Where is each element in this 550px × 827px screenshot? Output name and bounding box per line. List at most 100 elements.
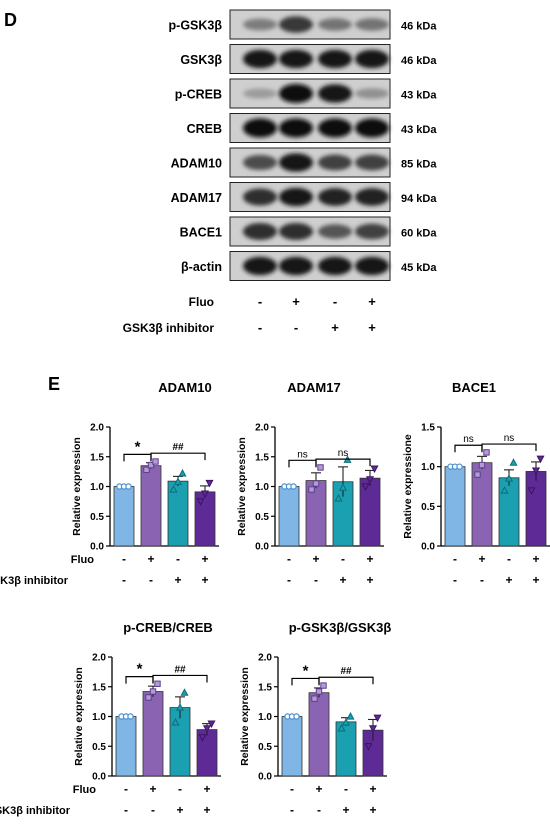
chart-title-4: p-GSK3β/GSK3β <box>289 620 392 635</box>
y-axis-label-1: Relative expression <box>236 437 248 536</box>
sig-label-2-3: ## <box>174 664 186 675</box>
data-point-3-2-2 <box>180 688 189 696</box>
data-point-2-3-2 <box>536 455 545 464</box>
blot-band-6-0 <box>243 222 277 241</box>
sig-label-1-4: * <box>303 662 309 679</box>
data-point-3-1-2 <box>154 680 161 687</box>
sig-label-2-2: ns <box>504 433 515 444</box>
fluo-sign-4-0: - <box>290 782 294 796</box>
inhibitor-sign-1-1: - <box>314 573 318 587</box>
fluo-sign-1-1: + <box>312 552 319 566</box>
y-tick-label-3-4: 2.0 <box>92 653 106 664</box>
data-point-0-3-2 <box>205 479 214 488</box>
fluo-sign-3-2: - <box>178 782 182 796</box>
sig-label-1-2: ns <box>463 434 474 445</box>
data-point-2-1-1 <box>478 461 486 469</box>
band-label-5: ADAM17 <box>171 191 222 205</box>
sig-bracket-2-3 <box>152 674 208 683</box>
fluo-label-0: Fluo <box>71 554 94 566</box>
inhibitor-sign-0-3: + <box>201 573 208 587</box>
y-tick-label-3-2: 1.0 <box>92 712 106 723</box>
data-point-2-1-2 <box>483 449 490 456</box>
y-tick-label-0-4: 2.0 <box>90 423 104 434</box>
data-point-4-1-0 <box>311 695 318 702</box>
chart-title-0: ADAM10 <box>158 380 211 395</box>
y-axis-label-3: Relative expression <box>73 667 85 766</box>
bar-4-0 <box>281 716 303 777</box>
y-tick-label-1-1: 0.5 <box>255 512 269 523</box>
y-axis-label-4: Relative expression <box>239 667 251 766</box>
y-axis-label-2: Relative expressione <box>402 434 414 539</box>
condition-sign-1-1: - <box>294 320 298 335</box>
y-tick-label-1-2: 1.0 <box>255 482 269 493</box>
condition-label-1: GSK3β inhibitor <box>123 321 215 335</box>
blot-band-3-1 <box>279 118 313 138</box>
y-tick-label-0-1: 0.5 <box>90 512 104 523</box>
bar-2-0 <box>444 466 466 547</box>
blot-band-1-0 <box>243 49 277 69</box>
inhibitor-sign-1-0: - <box>287 573 291 587</box>
inhibitor-sign-3-0: - <box>124 803 128 817</box>
sig-bracket-1-2 <box>454 444 483 453</box>
kda-label-4: 85 kDa <box>401 159 437 171</box>
fluo-sign-0-3: + <box>201 552 208 566</box>
sig-label-1-0: * <box>135 438 141 455</box>
data-point-2-2-0 <box>500 486 509 494</box>
data-point-1-1-1 <box>312 480 320 487</box>
chart-1: ADAM17 Relative expression 0.0 0.5 1.0 1.5 2.0… <box>236 380 384 587</box>
panel-label-e: E <box>48 374 60 394</box>
data-point-0-1-2 <box>152 458 159 465</box>
band-label-0: p-GSK3β <box>169 19 223 33</box>
condition-sign-0-2: - <box>333 294 337 309</box>
fluo-sign-4-1: + <box>315 782 322 796</box>
condition-sign-1-2: + <box>331 320 339 335</box>
data-point-0-1-0 <box>143 466 150 474</box>
condition-sign-1-0: - <box>258 320 262 335</box>
fluo-sign-0-0: - <box>122 552 126 566</box>
kda-label-1: 46 kDa <box>401 55 437 67</box>
data-point-1-2-1 <box>338 483 348 491</box>
blot-band-4-0 <box>243 154 277 171</box>
inhibitor-sign-3-3: + <box>203 803 210 817</box>
y-tick-label-4-0: 0.0 <box>258 772 272 783</box>
data-point-0-2-1 <box>173 477 183 485</box>
blot-band-3-3 <box>355 118 389 138</box>
blot-band-6-1 <box>279 222 313 241</box>
data-point-4-2-0 <box>337 723 346 732</box>
data-point-2-3-1 <box>531 467 541 476</box>
sig-bracket-2-1 <box>315 458 371 467</box>
blot-band-7-3 <box>355 256 389 276</box>
data-point-0-1-1 <box>147 461 155 469</box>
data-point-2-0-2 <box>456 463 463 470</box>
blot-band-5-0 <box>243 188 277 206</box>
blot-band-5-3 <box>355 188 389 206</box>
data-point-1-3-0 <box>361 483 370 491</box>
fluo-sign-3-0: - <box>124 782 128 796</box>
sig-bracket-1-4 <box>291 677 320 686</box>
fluo-sign-3-1: + <box>149 782 156 796</box>
data-point-3-3-0 <box>198 734 207 742</box>
blot-band-7-2 <box>318 256 352 276</box>
chart-title-3: p-CREB/CREB <box>123 620 213 635</box>
blot-band-2-3 <box>355 88 389 99</box>
blot-band-0-1 <box>279 16 313 33</box>
y-tick-label-3-0: 0.0 <box>92 772 106 783</box>
data-point-4-0-2 <box>293 713 300 720</box>
y-tick-label-3-3: 1.5 <box>92 682 106 693</box>
blot-band-1-3 <box>355 49 389 69</box>
y-tick-label-4-1: 0.5 <box>258 742 272 753</box>
y-tick-label-1-4: 2.0 <box>255 423 269 434</box>
blot-band-6-3 <box>355 223 389 240</box>
data-point-1-3-2 <box>370 465 379 474</box>
inhibitor-sign-0-1: - <box>149 573 153 587</box>
data-point-4-1-2 <box>320 682 327 689</box>
inhibitor-sign-3-1: - <box>151 803 155 817</box>
inhibitor-sign-2-2: + <box>505 573 512 587</box>
fluo-sign-2-0: - <box>453 552 457 566</box>
blot-band-1-1 <box>279 49 313 69</box>
data-point-3-3-1 <box>202 725 212 733</box>
bar-charts-figure: E ADAM10 Relative expression 0.0 0.5 1.0 1.5 2.… <box>0 374 550 817</box>
kda-label-6: 60 kDa <box>401 228 437 240</box>
inhibitor-sign-0-2: + <box>174 573 181 587</box>
